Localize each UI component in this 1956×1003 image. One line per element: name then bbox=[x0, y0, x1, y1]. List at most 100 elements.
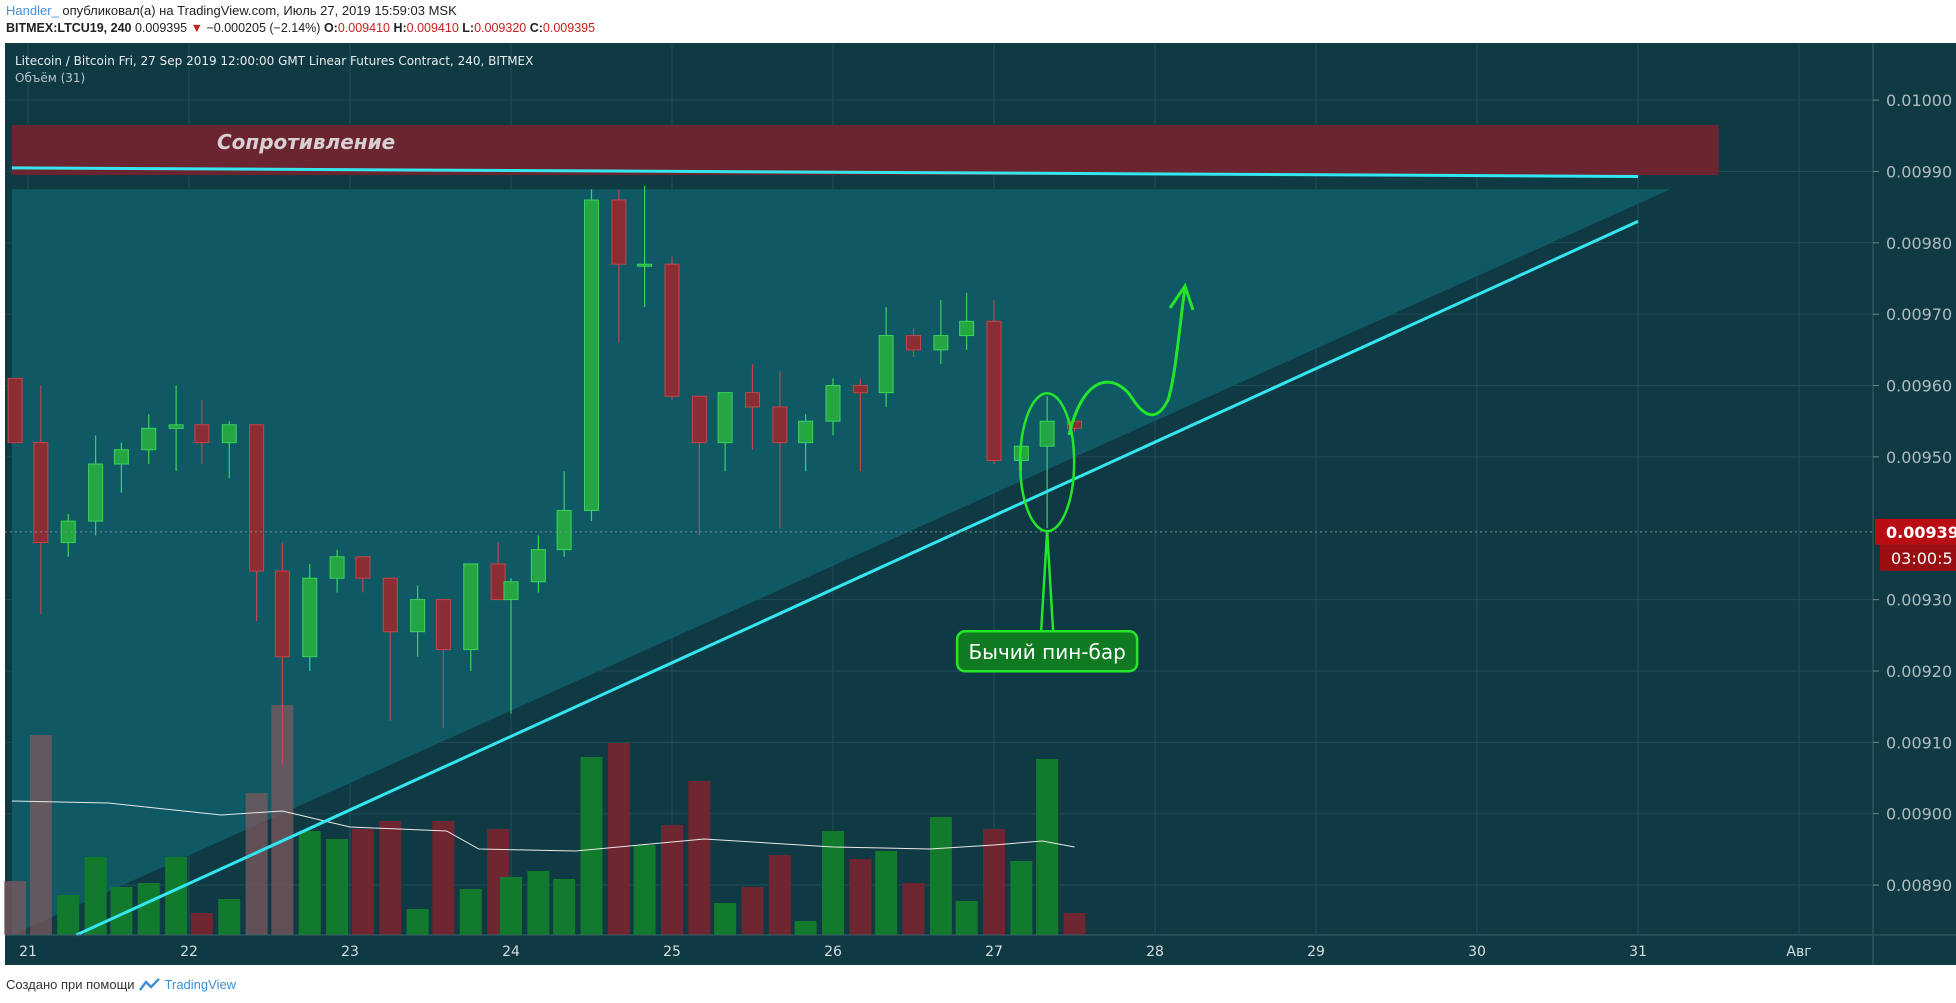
time-tick-label: 31 bbox=[1629, 944, 1647, 960]
candle bbox=[556, 471, 572, 557]
candle-body bbox=[1039, 420, 1055, 447]
pinbar-callout-label: Бычий пин-бар bbox=[968, 640, 1125, 664]
price-chart[interactable]: Сопротивление Бычий пин-бар 0.01000 0.009… bbox=[0, 42, 1956, 972]
candle-body bbox=[933, 335, 949, 351]
volume-bar bbox=[406, 909, 429, 935]
price-tick-label: 0.00960 bbox=[1886, 377, 1952, 396]
candle bbox=[194, 399, 210, 465]
price-tick-label: 0.00910 bbox=[1886, 733, 1952, 752]
candle-body bbox=[503, 581, 519, 601]
price-change: −0.000205 (−2.14%) bbox=[206, 21, 321, 35]
candle bbox=[611, 189, 627, 343]
candle-body bbox=[463, 563, 479, 651]
price-tick-label: 0.00890 bbox=[1886, 876, 1952, 895]
price-tick-label: 0.00990 bbox=[1886, 162, 1952, 181]
volume-bar bbox=[137, 883, 160, 935]
volume-bar bbox=[432, 821, 455, 935]
horizontal-resistance-line[interactable] bbox=[11, 166, 1639, 178]
candle bbox=[329, 549, 345, 593]
candle bbox=[772, 371, 788, 529]
legend-volume: Объём (31) bbox=[15, 71, 85, 85]
candle-body bbox=[382, 577, 398, 633]
high-label: H: bbox=[393, 21, 407, 35]
candle-body bbox=[906, 335, 921, 351]
candle-body bbox=[194, 424, 210, 444]
resistance-label: Сопротивление bbox=[217, 130, 395, 154]
candle-body bbox=[302, 577, 318, 658]
volume-bar bbox=[326, 839, 349, 935]
candle bbox=[798, 414, 814, 472]
time-tick-label: 24 bbox=[502, 944, 520, 960]
candle-body bbox=[88, 463, 104, 522]
candle bbox=[168, 385, 184, 472]
candle bbox=[691, 395, 707, 536]
volume-bar bbox=[271, 705, 294, 935]
candle-body bbox=[113, 449, 129, 465]
low-label: L: bbox=[462, 21, 475, 35]
candles bbox=[7, 185, 1082, 764]
candle bbox=[933, 299, 949, 365]
volume-bar bbox=[57, 895, 80, 935]
candle-body bbox=[611, 199, 627, 265]
candle bbox=[1039, 396, 1055, 529]
open-label: O: bbox=[323, 21, 338, 35]
candle-body bbox=[33, 442, 49, 544]
candle-body bbox=[852, 385, 868, 394]
price-tick-label: 0.00900 bbox=[1886, 805, 1952, 824]
candle bbox=[852, 378, 868, 472]
volume-bar bbox=[459, 889, 482, 935]
candle-body bbox=[717, 392, 733, 444]
volume-bar bbox=[661, 825, 683, 935]
candle bbox=[584, 189, 599, 522]
volume-ma-line bbox=[11, 800, 1075, 852]
pinbar-callout-pointer bbox=[1039, 531, 1055, 632]
candle bbox=[637, 185, 653, 308]
volume-bar bbox=[849, 859, 872, 935]
candle-body bbox=[7, 377, 23, 444]
candle bbox=[664, 257, 680, 400]
time-axis[interactable]: 21 22 23 24 25 26 27 28 29 30 31 Авг bbox=[19, 944, 1812, 960]
candle-body bbox=[329, 556, 345, 579]
price-axis[interactable]: 0.01000 0.00990 0.00980 0.00970 0.00960 0.009… bbox=[1873, 91, 1952, 895]
candle-body bbox=[584, 199, 599, 511]
close-value: 0.009395 bbox=[542, 21, 596, 35]
volume-bar bbox=[527, 871, 550, 935]
volume-bar bbox=[955, 901, 978, 935]
volume-bar bbox=[580, 757, 603, 935]
candle-body bbox=[986, 320, 1002, 461]
candle bbox=[7, 377, 23, 444]
pinbar-callout-box[interactable] bbox=[955, 629, 1139, 673]
close-label: C: bbox=[529, 21, 543, 35]
volume-bar bbox=[379, 821, 402, 935]
candle bbox=[113, 442, 129, 493]
last-price: 0.009395 bbox=[134, 21, 188, 35]
volume-bar bbox=[298, 831, 321, 935]
time-tick-label: 27 bbox=[985, 944, 1003, 960]
volume-bar bbox=[902, 883, 925, 935]
candle-body bbox=[141, 427, 157, 451]
support-trendline[interactable] bbox=[75, 220, 1639, 937]
price-tick-label: 0.00950 bbox=[1886, 448, 1952, 467]
candle-body bbox=[691, 395, 707, 444]
volume-bar bbox=[875, 851, 898, 935]
volume-bar bbox=[110, 887, 133, 935]
candle-body bbox=[637, 263, 653, 267]
candle-body bbox=[274, 570, 290, 658]
candle bbox=[906, 328, 921, 357]
volume-bar bbox=[1063, 913, 1086, 935]
candle bbox=[435, 599, 451, 729]
time-tick-label: 26 bbox=[824, 944, 842, 960]
symbol-label: BITMEX:LTCU19, 240 bbox=[6, 21, 132, 35]
candle-body bbox=[60, 520, 76, 544]
high-value: 0.009410 bbox=[406, 21, 459, 35]
current-price-badge bbox=[1875, 518, 1956, 545]
candle bbox=[410, 585, 426, 657]
tradingview-link[interactable]: TradingView bbox=[164, 977, 237, 992]
time-tick-label: 22 bbox=[180, 944, 198, 960]
candle bbox=[825, 378, 841, 436]
author-link[interactable]: Handler_ bbox=[6, 3, 59, 18]
candle bbox=[88, 435, 104, 536]
time-tick-label: 25 bbox=[663, 944, 681, 960]
volume-bar bbox=[607, 743, 630, 935]
time-tick-label: 29 bbox=[1307, 944, 1325, 960]
